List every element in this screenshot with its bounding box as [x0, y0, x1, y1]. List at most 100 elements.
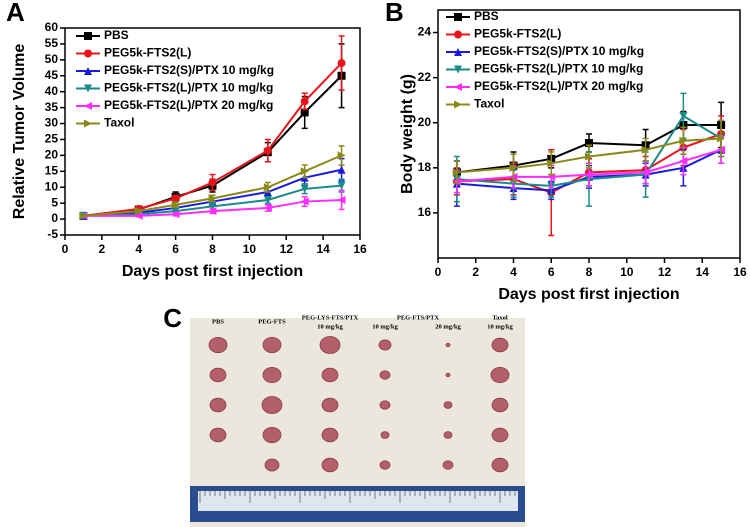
- legend-label: PEG5k-FTS2(L)/PTX 10 mg/kg: [474, 62, 643, 76]
- marker: [679, 157, 688, 166]
- panel-letter: B: [385, 0, 404, 27]
- tumor: [209, 427, 227, 443]
- y-tick-label: 0: [51, 211, 58, 225]
- marker: [263, 195, 272, 204]
- tumor: [264, 458, 280, 472]
- x-tick-label: 16: [733, 265, 747, 279]
- legend-marker: [454, 83, 462, 91]
- tumor: [208, 336, 228, 354]
- tumor: [491, 397, 509, 413]
- marker: [717, 134, 726, 143]
- tumor: [321, 457, 339, 473]
- marker: [337, 181, 346, 190]
- marker: [134, 207, 143, 216]
- marker: [263, 146, 272, 155]
- y-tick-label: 20: [418, 115, 432, 129]
- marker: [300, 167, 309, 176]
- tumor: [380, 431, 390, 439]
- legend-label: PEG5k-FTS2(S)/PTX 10 mg/kg: [474, 44, 644, 58]
- y-tick-label: 60: [45, 20, 59, 34]
- legend-marker: [84, 102, 92, 110]
- x-tick-label: 12: [280, 242, 294, 256]
- y-tick-label: 20: [45, 148, 59, 162]
- x-tick-label: 8: [209, 242, 216, 256]
- tumor: [209, 367, 227, 383]
- y-tick-label: 18: [418, 160, 432, 174]
- x-tick-label: 2: [472, 265, 479, 279]
- marker: [208, 194, 217, 203]
- x-tick-label: 14: [696, 265, 710, 279]
- marker: [547, 159, 556, 168]
- tumor: [319, 336, 341, 354]
- marker: [79, 211, 88, 220]
- photo-label: 10 mg/kg: [317, 323, 343, 330]
- x-tick-label: 0: [62, 242, 69, 256]
- panel-letter: C: [163, 303, 182, 333]
- legend-marker: [454, 65, 462, 74]
- tumor: [379, 400, 391, 410]
- series: [79, 145, 346, 220]
- tumor: [379, 370, 391, 380]
- x-tick-label: 4: [135, 242, 142, 256]
- tumor: [378, 339, 392, 351]
- legend-label: PEG5k-FTS2(L): [104, 46, 191, 60]
- marker: [585, 152, 593, 161]
- marker: [208, 207, 217, 216]
- x-tick-label: 16: [353, 242, 367, 256]
- x-tick-label: 10: [620, 265, 634, 279]
- x-tick-label: 14: [316, 242, 330, 256]
- y-tick-label: 40: [45, 84, 59, 98]
- photo-label: PEG-LYS-FTS/PTX: [302, 314, 359, 321]
- photo-label: PEG-FTS/PTX: [397, 314, 440, 321]
- legend-marker: [454, 100, 462, 109]
- legend-marker: [84, 119, 92, 128]
- legend-marker: [454, 13, 462, 21]
- y-tick-label: 25: [45, 132, 59, 146]
- y-tick-label: 5: [51, 195, 58, 209]
- tumor: [491, 457, 509, 473]
- marker: [585, 170, 593, 179]
- marker: [208, 178, 217, 187]
- tumor: [321, 397, 339, 413]
- marker: [641, 145, 650, 154]
- legend-marker: [84, 67, 92, 75]
- photo-label: 10 mg/kg: [487, 323, 513, 330]
- y-tick-label: 45: [45, 68, 59, 82]
- legend-marker: [84, 84, 92, 93]
- y-tick-label: 15: [45, 163, 59, 177]
- legend-label: Taxol: [104, 116, 134, 130]
- marker: [300, 97, 309, 106]
- legend-label: PEG5k-FTS2(S)/PTX 10 mg/kg: [104, 63, 274, 77]
- tumor: [379, 460, 391, 470]
- tumor: [445, 372, 451, 378]
- marker: [337, 195, 346, 204]
- ruler: [198, 491, 518, 511]
- tumor: [262, 366, 282, 384]
- y-tick-label: 10: [45, 179, 59, 193]
- y-tick-label: 24: [418, 25, 432, 39]
- marker: [171, 200, 180, 209]
- legend-label: PEG5k-FTS2(L)/PTX 20 mg/kg: [474, 79, 643, 93]
- y-tick-label: -5: [47, 227, 58, 241]
- photo-label: 20 mg/kg: [435, 323, 461, 330]
- x-tick-label: 10: [243, 242, 257, 256]
- x-tick-label: 2: [99, 242, 106, 256]
- tumor: [262, 336, 282, 354]
- y-tick-label: 30: [45, 116, 59, 130]
- tumor: [442, 460, 454, 470]
- legend-label: PEG5k-FTS2(L): [474, 27, 561, 41]
- tumor: [490, 366, 510, 384]
- marker: [300, 197, 309, 206]
- x-tick-label: 6: [172, 242, 179, 256]
- marker: [509, 163, 518, 172]
- tumor: [262, 426, 282, 444]
- marker: [171, 194, 180, 203]
- marker: [337, 165, 346, 174]
- legend-marker: [84, 32, 92, 40]
- legend-marker: [84, 49, 92, 58]
- x-tick-label: 8: [586, 265, 593, 279]
- marker: [337, 59, 346, 68]
- tumor: [491, 427, 509, 443]
- marker: [171, 207, 180, 216]
